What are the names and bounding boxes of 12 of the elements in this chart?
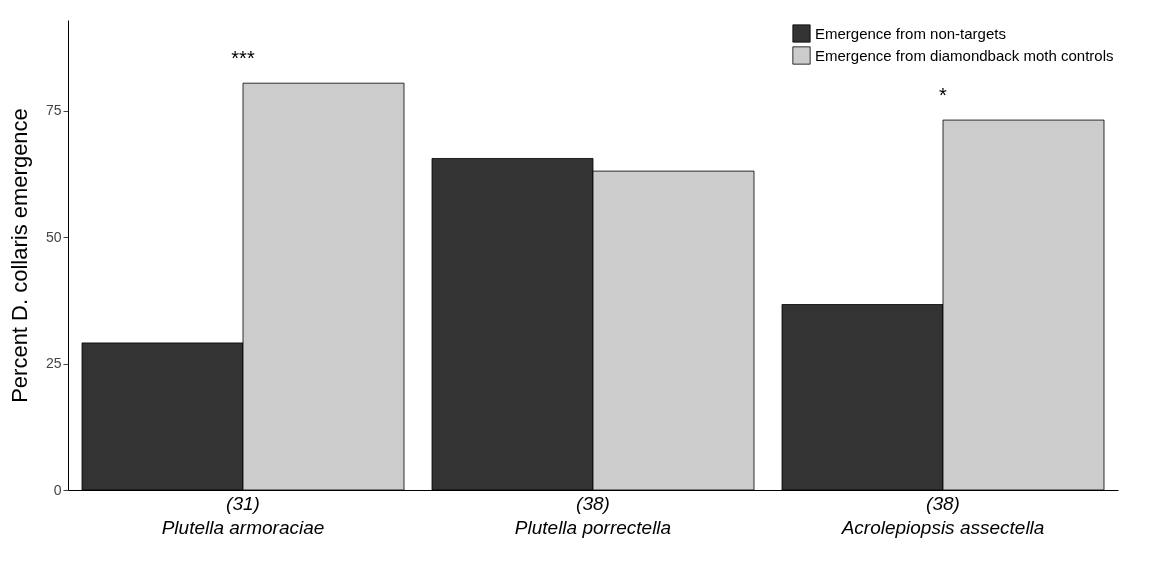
x-tick-label: (31) Plutella armoraciae	[161, 492, 325, 538]
y-tick-label: 0	[53, 481, 62, 498]
x-tick-label: (38) Acrolepiopsis assectella	[840, 492, 1045, 538]
y-axis-title: Percent D. collaris emergence	[6, 108, 32, 403]
y-tick-label: 25	[45, 355, 62, 372]
annotation: ***	[231, 47, 255, 70]
legend-label: Emergence from non-targets	[815, 24, 1006, 42]
annotation: *	[939, 84, 948, 107]
y-tick-label: 75	[45, 102, 62, 119]
y-tick-label: 50	[45, 228, 62, 245]
x-tick-label: (38) Plutella porrectella	[514, 492, 672, 538]
legend-label: Emergence from diamondback moth controls	[815, 46, 1114, 64]
